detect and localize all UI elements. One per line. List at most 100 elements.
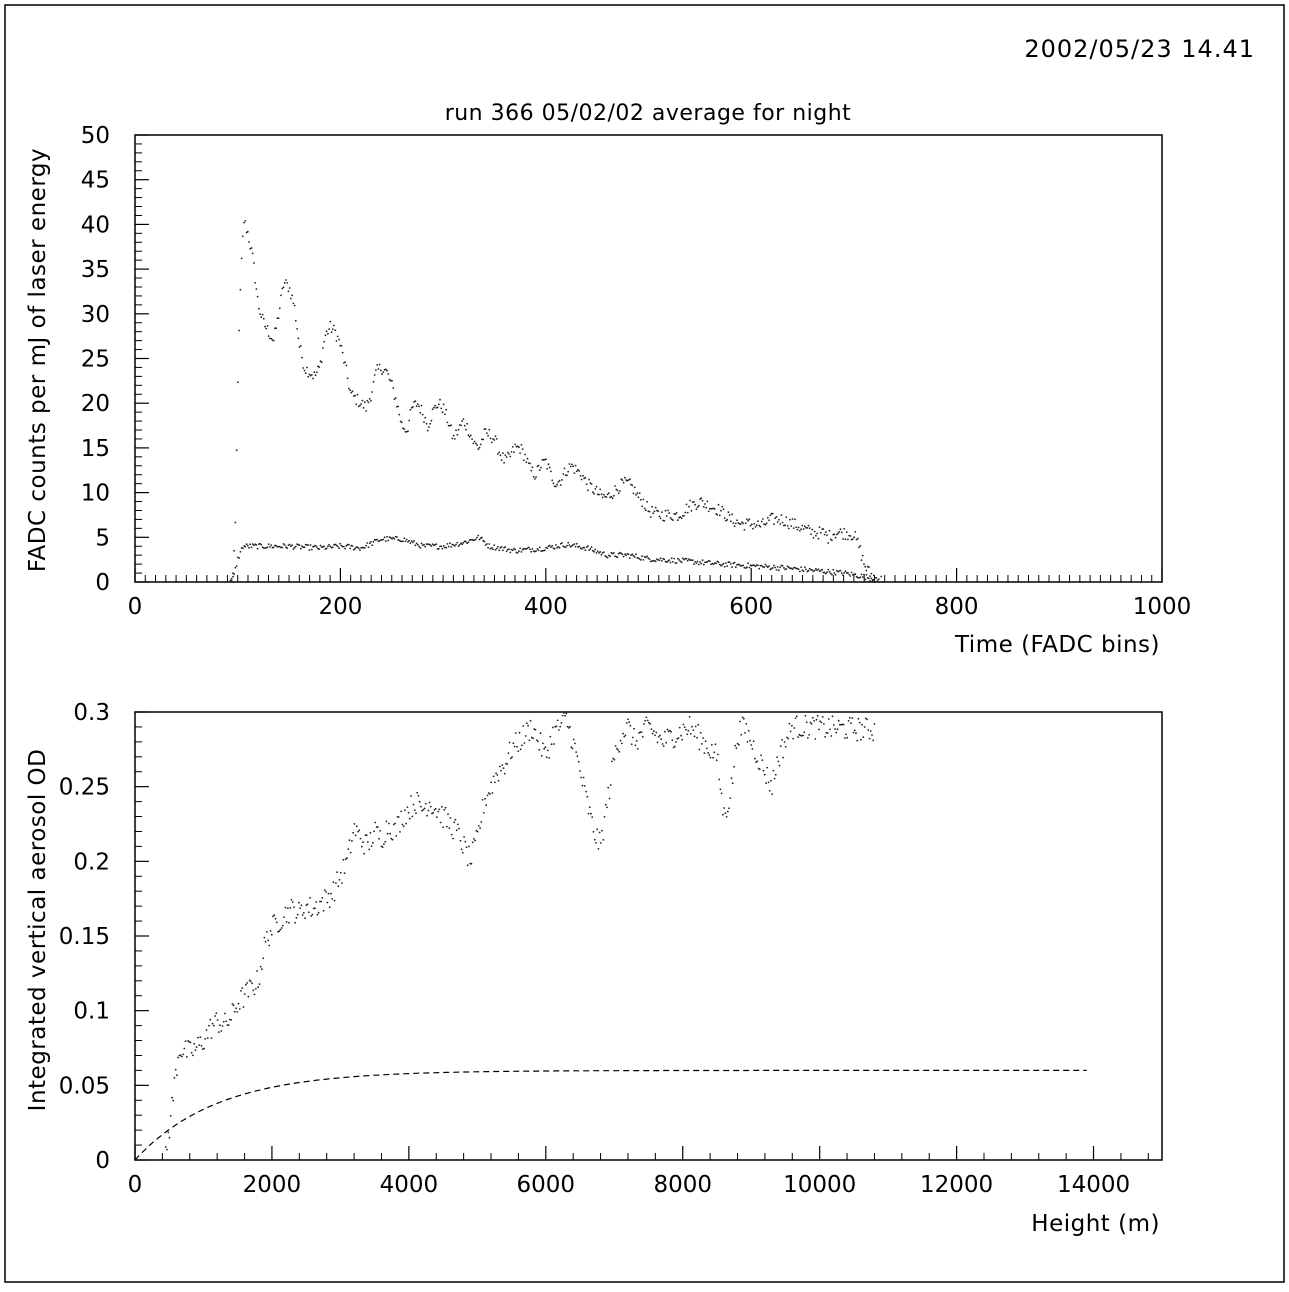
data-point-s1 — [625, 554, 627, 557]
data-point-s0 — [646, 719, 649, 722]
data-point-s0 — [468, 845, 470, 848]
data-point-s0 — [443, 808, 446, 811]
data-point-s0 — [444, 413, 446, 416]
data-point-s0 — [645, 716, 648, 719]
data-point-s1 — [774, 566, 777, 569]
data-point-s0 — [511, 446, 514, 448]
data-point-s0 — [834, 728, 836, 730]
data-point-s1 — [590, 546, 593, 548]
data-point-s0 — [546, 467, 549, 470]
data-point-s0 — [633, 727, 635, 730]
data-point-s0 — [318, 366, 321, 368]
data-point-s1 — [325, 547, 328, 550]
data-point-s0 — [497, 779, 500, 782]
data-point-s1 — [488, 543, 491, 545]
data-point-s0 — [684, 511, 687, 514]
bottom-ticks: 0 2000 4000 6000 8000 10000 12000 14000 0 0.05 0.1… — [59, 700, 1149, 1198]
y-tick-label: 5 — [95, 525, 110, 551]
data-point-s1 — [351, 545, 354, 547]
data-point-s0 — [412, 803, 415, 806]
data-point-s0 — [630, 743, 633, 746]
data-point-s0 — [563, 712, 565, 714]
data-point-s0 — [784, 746, 787, 748]
data-point-s0 — [486, 794, 489, 797]
data-point-s0 — [550, 470, 552, 473]
data-point-s1 — [764, 563, 767, 566]
y-tick-label: 50 — [81, 123, 110, 149]
data-point-s0 — [787, 527, 790, 530]
data-point-s1 — [760, 564, 763, 567]
data-point-s0 — [642, 498, 645, 501]
data-point-s0 — [369, 831, 372, 834]
data-point-s0 — [777, 760, 780, 763]
data-point-s0 — [477, 448, 480, 450]
data-point-s0 — [662, 745, 665, 747]
data-point-s0 — [760, 520, 763, 523]
x-tick-label: 2000 — [243, 1172, 302, 1198]
data-point-s0 — [754, 757, 756, 760]
data-point-s0 — [508, 453, 510, 455]
data-point-s0 — [808, 527, 811, 530]
data-point-s1 — [746, 566, 748, 569]
data-point-s0 — [407, 811, 410, 814]
data-point-s1 — [511, 549, 514, 552]
data-point-s1 — [494, 549, 497, 551]
data-point-s0 — [621, 479, 624, 482]
data-point-s0 — [589, 482, 592, 484]
data-point-s0 — [847, 538, 849, 541]
data-point-s0 — [269, 337, 271, 340]
data-point-s0 — [736, 742, 739, 745]
data-point-s1 — [610, 551, 613, 554]
data-point-s0 — [863, 726, 866, 728]
data-point-s1 — [431, 543, 434, 546]
data-point-s0 — [224, 1012, 226, 1015]
data-point-s0 — [171, 1096, 173, 1099]
data-point-s1 — [808, 567, 811, 570]
data-point-s0 — [725, 816, 728, 818]
data-point-s1 — [757, 564, 759, 567]
data-point-s0 — [312, 377, 314, 380]
data-point-s0 — [200, 1044, 203, 1047]
data-point-s0 — [619, 490, 621, 492]
data-point-s1 — [591, 549, 594, 552]
data-point-s1 — [778, 569, 780, 572]
data-point-s0 — [609, 784, 612, 786]
data-point-s0 — [325, 891, 327, 893]
data-point-s0 — [646, 500, 648, 503]
data-point-s1 — [412, 541, 414, 544]
data-point-s0 — [823, 533, 826, 536]
data-point-s0 — [835, 731, 838, 734]
data-point-s1 — [843, 572, 846, 574]
data-point-s0 — [338, 878, 341, 881]
data-point-s0 — [598, 493, 600, 496]
data-point-s0 — [249, 980, 252, 983]
data-point-s0 — [500, 769, 502, 772]
data-point-s0 — [705, 747, 708, 750]
data-point-s0 — [316, 913, 319, 916]
data-point-s0 — [716, 513, 719, 516]
data-point-s0 — [622, 481, 625, 484]
data-point-s0 — [511, 756, 513, 758]
data-point-s0 — [296, 328, 298, 330]
x-tick-label: 400 — [524, 594, 568, 620]
data-point-s1 — [635, 553, 637, 556]
data-point-s0 — [424, 802, 427, 805]
data-point-s1 — [260, 543, 263, 546]
data-point-s0 — [262, 317, 265, 320]
data-point-s0 — [555, 725, 558, 728]
data-point-s1 — [829, 572, 832, 575]
data-point-s0 — [532, 475, 535, 478]
data-point-s0 — [180, 1055, 183, 1058]
data-point-s0 — [524, 453, 526, 456]
data-point-s0 — [505, 456, 508, 458]
data-point-s1 — [282, 543, 285, 545]
data-point-s0 — [388, 822, 390, 825]
data-point-s0 — [794, 717, 797, 719]
data-point-s0 — [530, 736, 533, 739]
data-point-s0 — [651, 732, 654, 735]
data-point-s0 — [311, 913, 314, 916]
data-point-s0 — [845, 733, 847, 736]
data-point-s1 — [280, 546, 282, 549]
data-point-s0 — [719, 788, 722, 791]
